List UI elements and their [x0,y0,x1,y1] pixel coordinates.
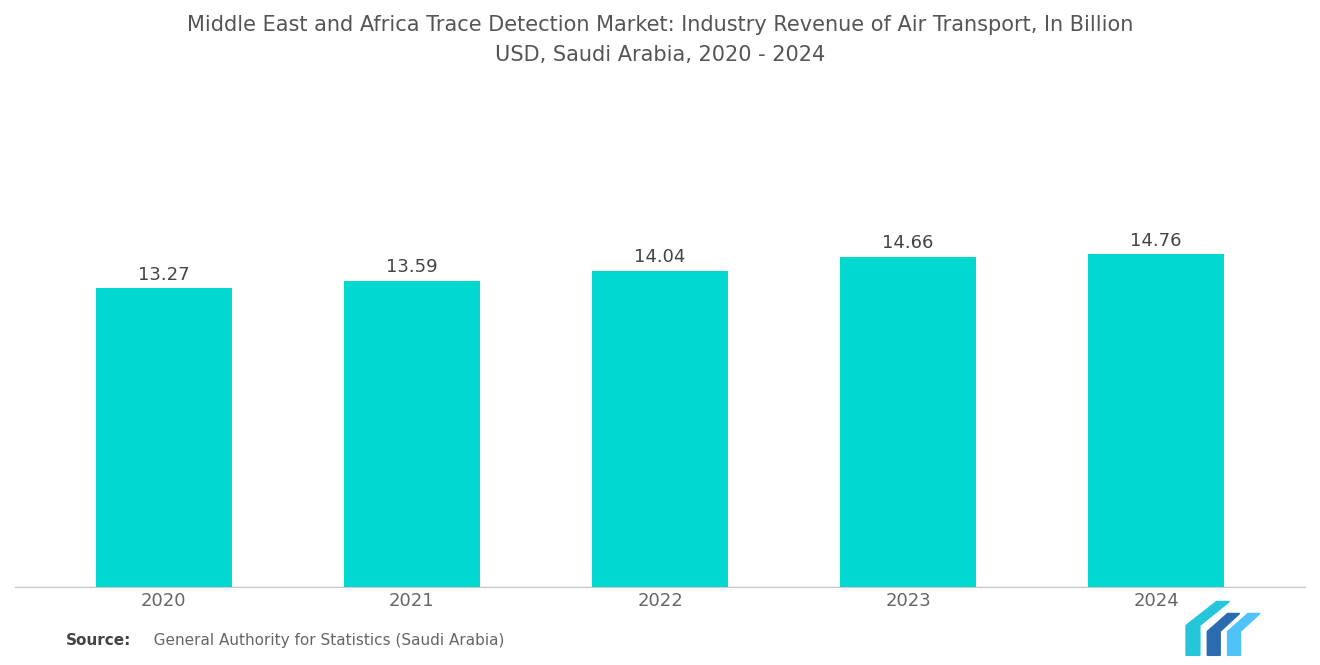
Title: Middle East and Africa Trace Detection Market: Industry Revenue of Air Transport: Middle East and Africa Trace Detection M… [187,15,1133,65]
Bar [1088,255,1225,587]
Text: General Authority for Statistics (Saudi Arabia): General Authority for Statistics (Saudi … [139,633,504,648]
Polygon shape [1185,601,1229,656]
Polygon shape [1208,613,1239,656]
Text: 13.27: 13.27 [139,265,190,283]
Text: Source:: Source: [66,633,132,648]
Text: 14.76: 14.76 [1130,232,1181,250]
Text: 14.66: 14.66 [882,234,933,252]
Bar [591,271,729,587]
Bar [95,288,232,587]
Text: 13.59: 13.59 [387,258,438,276]
Bar [840,257,977,587]
Text: 14.04: 14.04 [635,248,685,266]
Polygon shape [1228,613,1259,656]
Bar [343,281,480,587]
